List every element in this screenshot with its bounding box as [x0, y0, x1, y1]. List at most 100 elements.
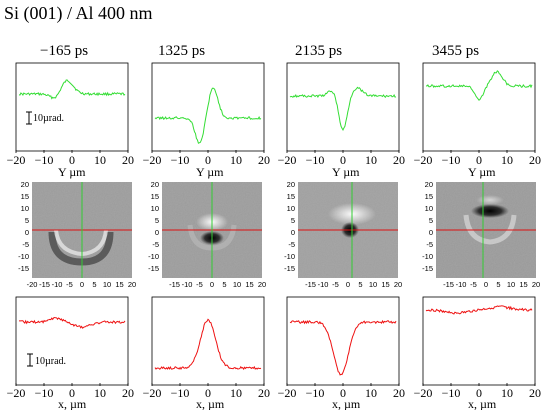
x-tick-label: 20 — [393, 153, 405, 167]
profile-plot-frame — [15, 62, 129, 152]
x-tick-label: 15 — [245, 280, 253, 289]
x-tick-label: −20 — [414, 386, 433, 400]
x-tick-label: 20 — [122, 386, 134, 400]
y-tick-label: -10 — [422, 252, 433, 261]
x-tick-label: 15 — [381, 280, 389, 289]
x-tick-label: 20 — [532, 280, 540, 289]
y-tick-label: 15 — [425, 192, 433, 201]
figure-title: Si (001) / Al 400 nm — [4, 3, 153, 24]
y-tick-label: -15 — [284, 264, 295, 273]
x-tick-label: -5 — [332, 280, 339, 289]
y-tick-label: -5 — [288, 240, 295, 249]
deflection-image — [162, 182, 262, 278]
y-tick-label: -5 — [152, 240, 159, 249]
x-tick-label: 10 — [369, 280, 377, 289]
scale-bar: 10µrad. — [26, 111, 64, 125]
y-tick-label: -10 — [148, 252, 159, 261]
x-tick-label: −10 — [35, 386, 54, 400]
x-axis-label: Y µm — [332, 165, 360, 179]
profile-curve — [289, 319, 397, 376]
y-tick-label: 10 — [151, 204, 159, 213]
y-tick-label: 20 — [151, 180, 159, 189]
x-tick-label: −10 — [171, 153, 190, 167]
x-tick-label: 20 — [128, 280, 136, 289]
y-tick-label: 20 — [21, 180, 29, 189]
scale-bar-label: 10µrad. — [33, 113, 64, 124]
deflection-image — [436, 182, 536, 278]
profile-curve — [289, 86, 397, 131]
x-tick-label: -10 — [318, 280, 329, 289]
x-tick-label: −20 — [278, 386, 297, 400]
x-tick-label: −20 — [143, 386, 162, 400]
x-tick-label: -15 — [443, 280, 454, 289]
x-axis-label: x, µm — [58, 397, 87, 410]
x-tick-label: -15 — [169, 280, 180, 289]
x-tick-label: 10 — [103, 280, 111, 289]
panel-time-label: 1325 ps — [158, 43, 205, 59]
x-tick-label: 10 — [501, 386, 513, 400]
bottom-row: 10µrad. −20 −10 0 10 20 −20 −10 0 10 20 −20 −10 0 10 2… — [7, 296, 541, 410]
profile-curve — [18, 79, 126, 100]
x-tick-label: 15 — [115, 280, 123, 289]
x-tick-label: −20 — [414, 153, 433, 167]
x-tick-label: 20 — [122, 153, 134, 167]
x-axis-label: Y µm — [196, 165, 224, 179]
panel-time-label: 3455 ps — [432, 43, 479, 59]
y-tick-label: 20 — [425, 180, 433, 189]
x-tick-label: −20 — [143, 153, 162, 167]
profile-plot-frame — [151, 296, 265, 386]
x-tick-label: 10 — [501, 153, 513, 167]
x-tick-label: -20 — [27, 280, 38, 289]
x-tick-label: 0 — [205, 386, 211, 400]
panel-time-label: −165 ps — [40, 43, 88, 59]
x-tick-label: 5 — [92, 280, 96, 289]
y-tick-label: 15 — [21, 192, 29, 201]
profile-curve — [425, 305, 533, 315]
y-tick-label: -5 — [426, 240, 433, 249]
profile-curve — [19, 316, 126, 329]
profile-curve — [425, 70, 533, 101]
profile-plot-frame — [286, 62, 400, 152]
x-tick-label: -5 — [66, 280, 73, 289]
x-tick-label: −10 — [35, 153, 54, 167]
x-tick-label: -10 — [52, 280, 63, 289]
x-tick-label: -10 — [182, 280, 193, 289]
x-tick-label: 20 — [258, 386, 270, 400]
x-axis-label: x, µm — [196, 397, 225, 410]
x-tick-label: 10 — [94, 153, 106, 167]
x-tick-label: −10 — [442, 386, 461, 400]
x-tick-label: -5 — [470, 280, 477, 289]
x-tick-label: −10 — [306, 386, 325, 400]
x-tick-label: 0 — [69, 386, 75, 400]
deflection-image — [298, 182, 398, 278]
profile-plot-frame — [15, 296, 129, 386]
x-tick-label: 5 — [222, 280, 226, 289]
y-tick-label: 5 — [429, 216, 433, 225]
x-tick-label: -15 — [39, 280, 50, 289]
scale-bar: 10µrad. — [27, 353, 66, 367]
x-tick-label: -10 — [456, 280, 467, 289]
profile-curve — [154, 87, 262, 144]
y-tick-label: -10 — [18, 252, 29, 261]
x-tick-label: 10 — [94, 386, 106, 400]
y-tick-label: 0 — [155, 228, 159, 237]
y-tick-label: 10 — [21, 204, 29, 213]
y-tick-label: 0 — [291, 228, 295, 237]
y-tick-label: 0 — [25, 228, 29, 237]
y-tick-label: 10 — [425, 204, 433, 213]
scale-bar-label: 10µrad. — [35, 356, 66, 367]
y-tick-label: 0 — [429, 228, 433, 237]
x-tick-label: 20 — [394, 280, 402, 289]
y-tick-label: -15 — [148, 264, 159, 273]
x-tick-label: 0 — [205, 153, 211, 167]
x-tick-label: 10 — [507, 280, 515, 289]
x-axis-label: Y µm — [58, 165, 86, 179]
x-axis-label: Y µm — [468, 165, 496, 179]
y-tick-label: -15 — [18, 264, 29, 273]
panel-time-label: 2135 ps — [295, 43, 342, 59]
y-tick-label: 5 — [25, 216, 29, 225]
x-tick-label: −20 — [278, 153, 297, 167]
x-tick-label: 0 — [80, 280, 84, 289]
y-tick-label: 15 — [151, 192, 159, 201]
